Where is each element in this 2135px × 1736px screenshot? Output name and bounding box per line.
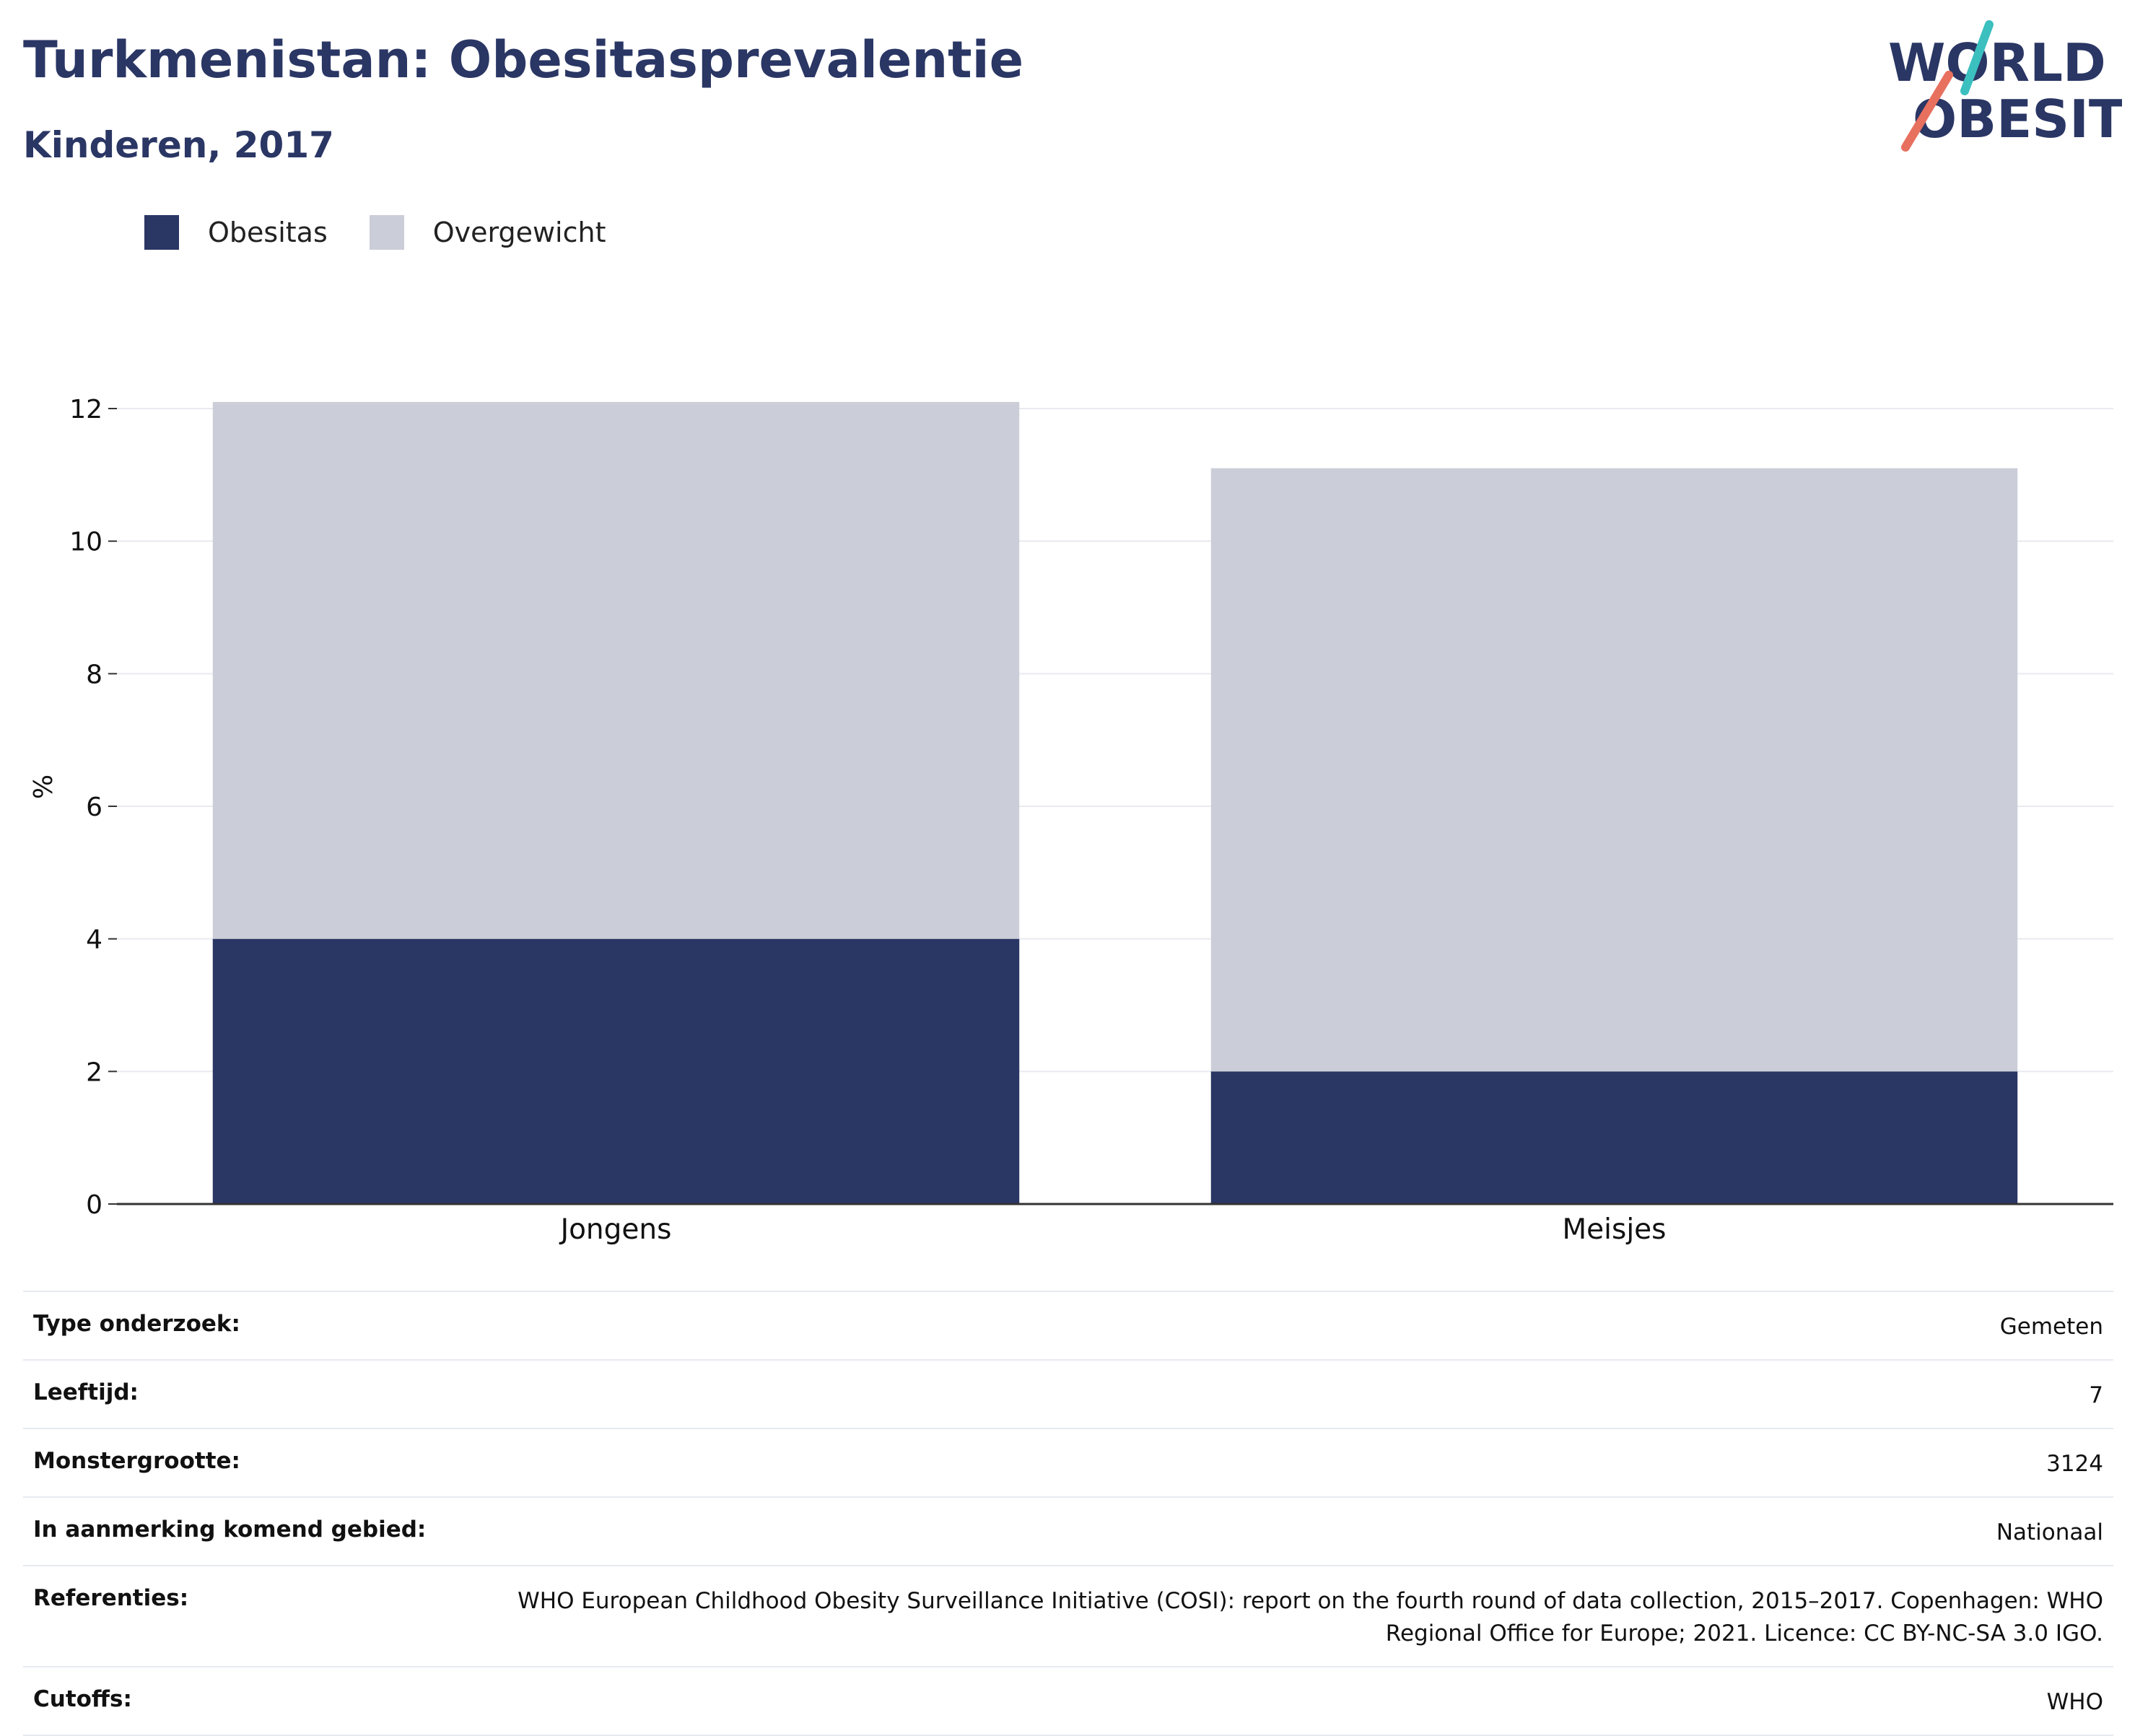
x-category-label: Meisjes bbox=[1563, 1213, 1667, 1246]
y-axis-title: % bbox=[29, 775, 58, 799]
bar-obesitas-jongens[interactable] bbox=[212, 938, 1020, 1204]
world-obesity-logo: WORLD OBESITY bbox=[1888, 20, 2122, 152]
metadata-value: 7 bbox=[2089, 1382, 2103, 1408]
y-tick-label: 12 bbox=[69, 395, 102, 424]
logo-text-obesity: OBESITY bbox=[1913, 89, 2122, 149]
page-title: Turkmenistan: Obesitasprevalentie bbox=[23, 30, 1024, 90]
y-tick-label: 10 bbox=[69, 528, 102, 557]
metadata-value: Gemeten bbox=[1999, 1314, 2103, 1340]
bars bbox=[212, 401, 2018, 1204]
y-tick-label: 2 bbox=[86, 1057, 102, 1087]
bar-chart: 0 2 4 6 8 10 12 Jongens Meisjes % bbox=[29, 395, 2113, 1246]
legend-label-overgewicht: Overgewicht bbox=[432, 217, 606, 248]
metadata-row: Type onderzoek: Gemeten bbox=[23, 1291, 2113, 1359]
metadata-row: Referenties: WHO European Childhood Obesi… bbox=[23, 1564, 2113, 1666]
logo-text-world: WORLD bbox=[1888, 32, 2106, 93]
y-tick-label: 8 bbox=[86, 660, 102, 689]
metadata-row: Cutoffs: WHO bbox=[23, 1665, 2113, 1736]
metadata-key: Type onderzoek: bbox=[33, 1311, 240, 1337]
legend-swatch-overgewicht bbox=[369, 215, 404, 250]
metadata-key: In aanmerking komend gebied: bbox=[33, 1516, 427, 1543]
logo-slash-coral bbox=[1901, 71, 1953, 152]
metadata-value: Nationaal bbox=[1996, 1519, 2103, 1545]
metadata-key: Referenties: bbox=[33, 1584, 189, 1611]
legend-item-obesitas[interactable]: Obesitas bbox=[144, 215, 328, 250]
page-subtitle: Kinderen, 2017 bbox=[23, 124, 334, 166]
x-axis-categories: Jongens Meisjes bbox=[559, 1213, 1667, 1246]
legend-item-overgewicht[interactable]: Overgewicht bbox=[369, 215, 606, 250]
metadata-table: Type onderzoek: Gemeten Leeftijd: 7 Monsterg… bbox=[23, 1291, 2113, 1736]
y-tick-label: 4 bbox=[86, 925, 102, 955]
y-tick-label: 0 bbox=[86, 1190, 102, 1220]
metadata-row: Monstergrootte: 3124 bbox=[23, 1427, 2113, 1496]
legend-label-obesitas: Obesitas bbox=[208, 217, 328, 248]
x-category-label: Jongens bbox=[559, 1213, 672, 1246]
metadata-key: Leeftijd: bbox=[33, 1379, 139, 1405]
logo-slash-teal bbox=[1960, 20, 1994, 95]
legend-swatch-obesitas bbox=[144, 215, 179, 250]
metadata-value: WHO European Childhood Obesity Surveilla… bbox=[518, 1587, 2103, 1646]
metadata-value: WHO bbox=[2046, 1688, 2103, 1715]
bar-overgewicht-jongens[interactable] bbox=[212, 401, 1020, 939]
bar-obesitas-meisjes[interactable] bbox=[1210, 1071, 2018, 1204]
metadata-row: Leeftijd: 7 bbox=[23, 1358, 2113, 1428]
chart-legend: Obesitas Overgewicht bbox=[144, 215, 648, 250]
metadata-value: 3124 bbox=[2046, 1450, 2103, 1477]
metadata-row: In aanmerking komend gebied: Nationaal bbox=[23, 1496, 2113, 1565]
metadata-key: Cutoffs: bbox=[33, 1685, 132, 1712]
y-axis-ticks: 0 2 4 6 8 10 12 bbox=[69, 395, 117, 1220]
bar-overgewicht-meisjes[interactable] bbox=[1210, 468, 2018, 1072]
y-tick-label: 6 bbox=[86, 793, 102, 822]
metadata-key: Monstergrootte: bbox=[33, 1447, 240, 1474]
